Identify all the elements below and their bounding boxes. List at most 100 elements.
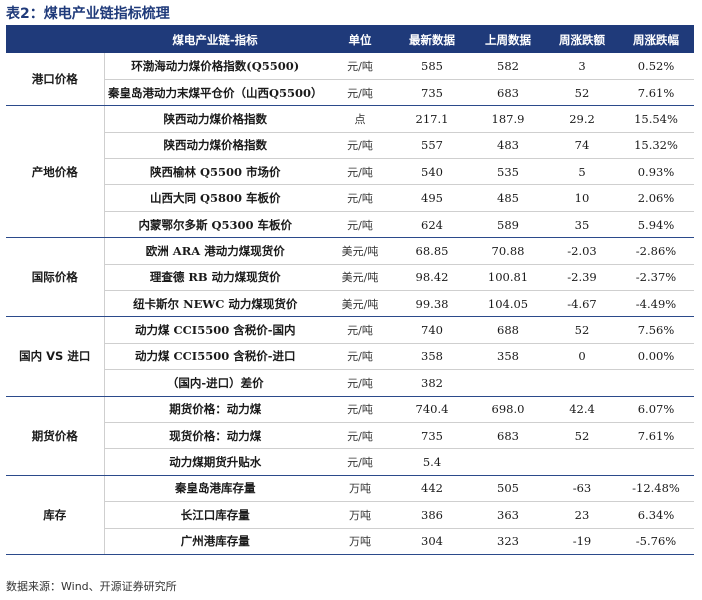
indicator-name-cell: 陕西榆林 Q5500 市场价 — [104, 158, 326, 186]
change-value-cell: 3 — [546, 53, 618, 80]
indicator-name-cell: 陕西动力煤价格指数 — [104, 132, 326, 160]
indicator-name-cell: 秦皇岛港库存量 — [104, 475, 326, 503]
pct-change-cell: 5.94% — [618, 211, 694, 239]
unit-cell: 元/吨 — [326, 448, 394, 476]
table-row: 理查德 RB 动力煤现货价 美元/吨 98.42 100.81 -2.39 -2.37% — [6, 264, 694, 292]
unit-cell: 元/吨 — [326, 211, 394, 239]
header-cell-pct: 周涨跌幅 — [618, 27, 694, 53]
prev-value-cell: 688 — [470, 316, 546, 344]
source-note: 数据来源：Wind、开源证券研究所 — [6, 580, 177, 593]
header-cell-blank — [6, 27, 104, 53]
table-row: 期货价格 期货价格：动力煤 元/吨 740.4 698.0 42.4 6.07% — [6, 396, 694, 476]
group-label: 国际价格 — [6, 237, 105, 318]
unit-cell: 元/吨 — [326, 79, 394, 107]
group-label: 库存 — [6, 475, 105, 555]
unit-cell: 元/吨 — [326, 422, 394, 450]
group-label: 港口价格 — [6, 53, 105, 107]
latest-value-cell: 68.85 — [394, 237, 470, 265]
table-row: 港口价格 环渤海动力煤价格指数(Q5500) 元/吨 585 582 3 0.52% — [6, 53, 694, 107]
unit-cell: 元/吨 — [326, 343, 394, 371]
unit-cell: 元/吨 — [326, 369, 394, 397]
unit-cell: 元/吨 — [326, 396, 394, 423]
prev-value-cell: 483 — [470, 132, 546, 160]
table-row: 秦皇岛港动力末煤平仓价（山西Q5500） 元/吨 735 683 52 7.61% — [6, 79, 694, 107]
table-row: 陕西动力煤价格指数 元/吨 557 483 74 15.32% — [6, 132, 694, 160]
change-value-cell: 42.4 — [546, 396, 618, 423]
pct-change-cell: -2.37% — [618, 264, 694, 292]
table-title: 表2：煤电产业链指标梳理 — [6, 6, 170, 22]
change-value-cell: 10 — [546, 184, 618, 212]
indicator-name-cell: 长江口库存量 — [104, 501, 326, 529]
unit-cell: 美元/吨 — [326, 264, 394, 292]
table-row: 动力煤 CCI5500 含税价-进口 元/吨 358 358 0 0.00% — [6, 343, 694, 371]
table-row: 内蒙鄂尔多斯 Q5300 车板价 元/吨 624 589 35 5.94% — [6, 211, 694, 239]
unit-cell: 元/吨 — [326, 158, 394, 186]
prev-value-cell: 358 — [470, 343, 546, 371]
group-label: 产地价格 — [6, 105, 105, 239]
table-row: 国内 VS 进口 动力煤 CCI5500 含税价-国内 元/吨 740 688 52 7.5… — [6, 316, 694, 397]
change-value-cell: -2.03 — [546, 237, 618, 265]
table-row: 产地价格 陕西动力煤价格指数点 217.1 187.9 29.2 15.54% — [6, 105, 694, 239]
latest-value-cell: 540 — [394, 158, 470, 186]
change-value-cell: 74 — [546, 132, 618, 160]
prev-value-cell: 505 — [470, 475, 546, 503]
unit-cell: 万吨 — [326, 528, 394, 555]
change-value-cell: -19 — [546, 528, 618, 555]
header-cell-unit: 单位 — [326, 27, 394, 53]
change-value-cell: 0 — [546, 343, 618, 371]
indicator-name-cell: 期货价格：动力煤 — [104, 396, 326, 423]
table-row: 动力煤期货升贴水 元/吨 5.4 — [6, 448, 694, 476]
pct-change-cell: 0.93% — [618, 158, 694, 186]
title-rule — [6, 25, 694, 27]
pct-change-cell: -12.48% — [618, 475, 694, 503]
pct-change-cell — [618, 369, 694, 397]
pct-change-cell: 6.34% — [618, 501, 694, 529]
change-value-cell: -2.39 — [546, 264, 618, 292]
unit-cell: 美元/吨 — [326, 290, 394, 318]
unit-cell: 万吨 — [326, 475, 394, 503]
latest-value-cell: 382 — [394, 369, 470, 397]
change-value-cell: 29.2 — [546, 105, 618, 133]
table-row: 山西大同 Q5800 车板价 元/吨 495 485 10 2.06% — [6, 184, 694, 212]
indicator-name-cell: 广州港库存量 — [104, 528, 326, 555]
header-cell-latest: 最新数据 — [394, 27, 470, 53]
latest-value-cell: 304 — [394, 528, 470, 555]
latest-value-cell: 585 — [394, 53, 470, 80]
pct-change-cell: -5.76% — [618, 528, 694, 555]
indicator-name-cell: 动力煤 CCI5500 含税价-进口 — [104, 343, 326, 371]
latest-value-cell: 624 — [394, 211, 470, 239]
prev-value-cell: 589 — [470, 211, 546, 239]
prev-value-cell: 323 — [470, 528, 546, 555]
indicator-name-cell: 动力煤 CCI5500 含税价-国内 — [104, 316, 326, 344]
indicator-name-cell: 内蒙鄂尔多斯 Q5300 车板价 — [104, 211, 326, 239]
unit-cell: 万吨 — [326, 501, 394, 529]
prev-value-cell: 582 — [470, 53, 546, 80]
table-body: 港口价格 环渤海动力煤价格指数(Q5500) 元/吨 585 582 3 0.52% 秦皇岛港… — [6, 53, 694, 555]
unit-cell: 元/吨 — [326, 132, 394, 160]
indicator-name-cell: （国内-进口）差价 — [104, 369, 326, 397]
table-row: 广州港库存量 万吨 304 323 -19 -5.76% — [6, 528, 694, 555]
indicator-name-cell: 现货价格：动力煤 — [104, 422, 326, 450]
indicator-name-cell: 秦皇岛港动力末煤平仓价（山西Q5500） — [104, 79, 326, 107]
header-cell-prev: 上周数据 — [470, 27, 546, 53]
prev-value-cell: 187.9 — [470, 105, 546, 133]
prev-value-cell: 363 — [470, 501, 546, 529]
latest-value-cell: 557 — [394, 132, 470, 160]
latest-value-cell: 735 — [394, 79, 470, 107]
pct-change-cell: 7.56% — [618, 316, 694, 344]
latest-value-cell: 98.42 — [394, 264, 470, 292]
pct-change-cell: 6.07% — [618, 396, 694, 423]
prev-value-cell — [470, 369, 546, 397]
indicator-name-cell: 动力煤期货升贴水 — [104, 448, 326, 476]
pct-change-cell: 2.06% — [618, 184, 694, 212]
prev-value-cell: 683 — [470, 79, 546, 107]
change-value-cell: 5 — [546, 158, 618, 186]
change-value-cell: -4.67 — [546, 290, 618, 318]
table-row: 现货价格：动力煤 元/吨 735 683 52 7.61% — [6, 422, 694, 450]
table-row: 国际价格 欧洲 ARA 港动力煤现货价 美元/吨 68.85 70.88 -2.03 -2.… — [6, 237, 694, 318]
change-value-cell: 35 — [546, 211, 618, 239]
indicator-name-cell: 欧洲 ARA 港动力煤现货价 — [104, 237, 326, 265]
table-row: 长江口库存量 万吨 386 363 23 6.34% — [6, 501, 694, 529]
pct-change-cell: 7.61% — [618, 422, 694, 450]
unit-cell: 美元/吨 — [326, 237, 394, 265]
